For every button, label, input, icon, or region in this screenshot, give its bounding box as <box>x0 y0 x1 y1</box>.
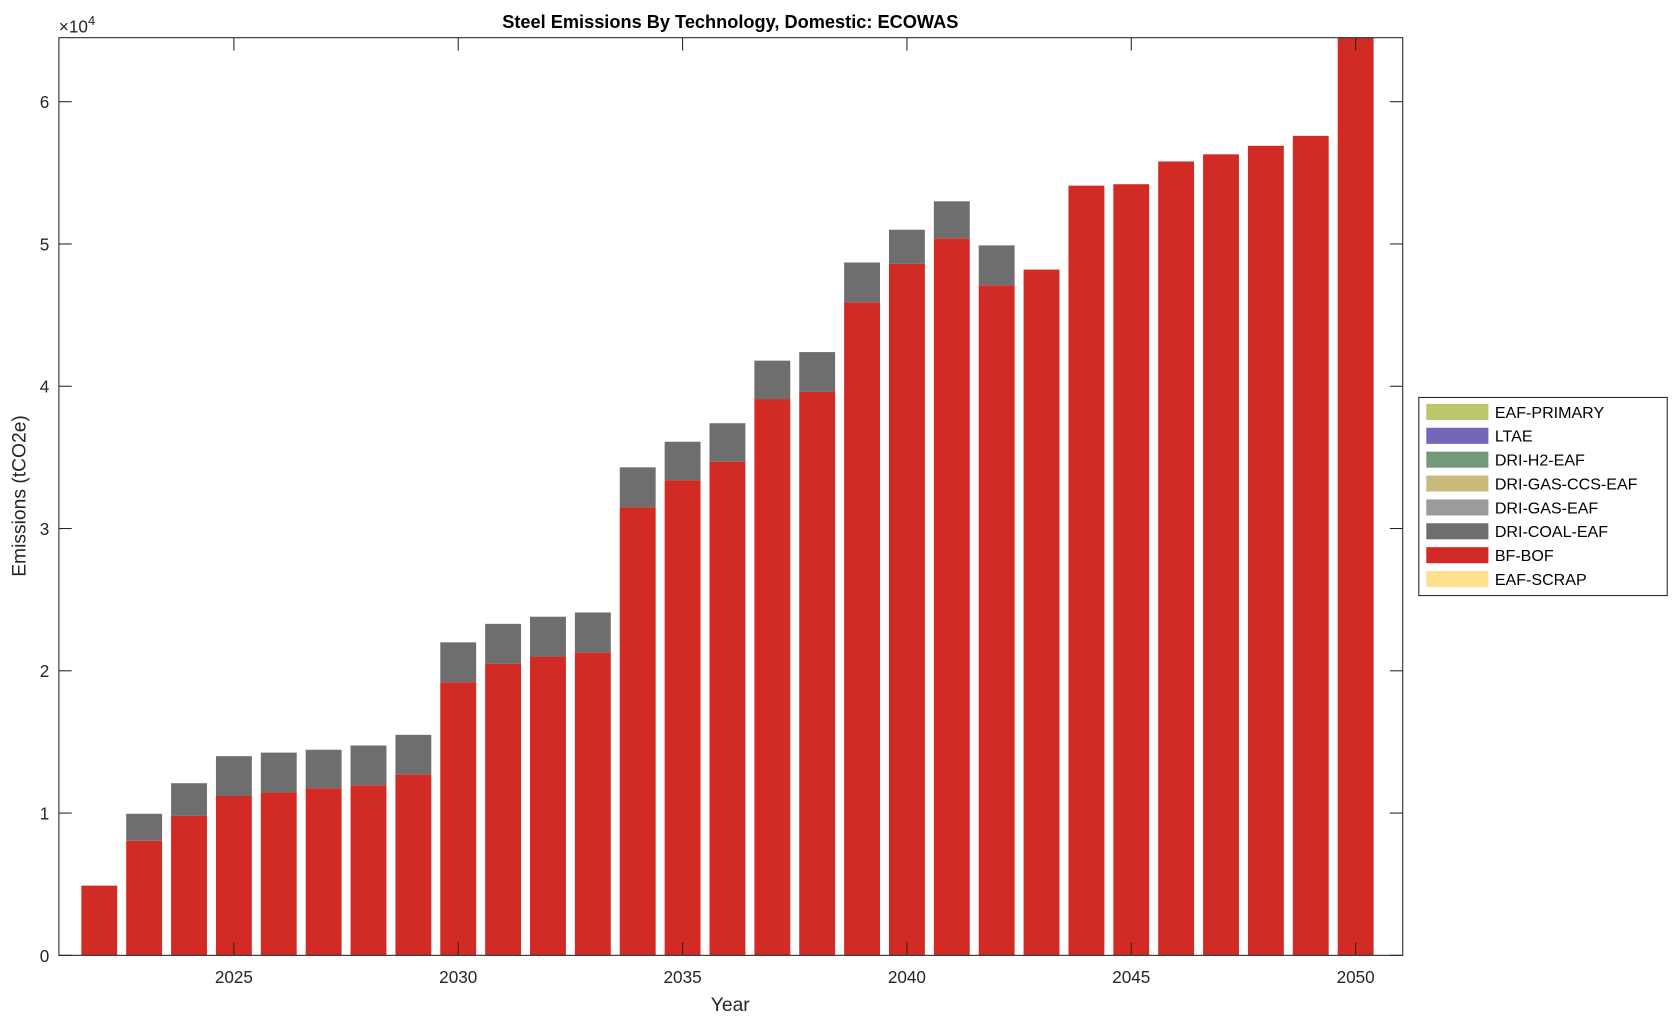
legend-label-dri-gas-eaf: DRI-GAS-EAF <box>1495 499 1599 517</box>
y-tick-label: 0 <box>40 946 50 966</box>
legend-label-eaf-scrap: EAF-SCRAP <box>1495 571 1587 589</box>
bar-bf-bof-2026 <box>260 792 297 956</box>
bar-bf-bof-2041 <box>933 238 970 956</box>
bar-bf-bof-2046 <box>1158 161 1195 956</box>
bar-bf-bof-2049 <box>1292 135 1329 956</box>
bar-bf-bof-2040 <box>888 263 925 956</box>
bar-bf-bof-2023 <box>126 840 163 956</box>
bar-bf-bof-2032 <box>530 656 566 956</box>
x-axis-label: Year <box>711 995 751 1016</box>
legend: EAF-PRIMARY LTAE DRI-H2-EAF DRI-GAS-CCS-EAF… <box>1418 396 1668 597</box>
bar-bf-bof-2036 <box>709 461 746 956</box>
bar-dri-coal-eaf-2034 <box>619 467 656 508</box>
legend-swatch-bf-bof <box>1426 547 1489 564</box>
bar-dri-coal-eaf-2038 <box>799 352 836 392</box>
bar-bf-bof-2030 <box>440 682 477 956</box>
bar-bf-bof-2037 <box>754 399 791 956</box>
bar-dri-coal-eaf-2027 <box>305 749 342 789</box>
bar-bf-bof-2029 <box>395 774 432 956</box>
y-tick-label: 1 <box>40 803 50 823</box>
y-tick-label: 4 <box>40 377 50 397</box>
bar-dri-coal-eaf-2036 <box>709 423 746 462</box>
legend-label-bf-bof: BF-BOF <box>1495 547 1554 565</box>
bar-dri-coal-eaf-2041 <box>933 201 970 239</box>
legend-swatch-dri-h2-eaf <box>1426 451 1489 468</box>
bar-bf-bof-2047 <box>1203 154 1239 956</box>
bar-bf-bof-2035 <box>664 480 701 956</box>
x-tick-label: 2025 <box>215 967 253 987</box>
bar-dri-coal-eaf-2023 <box>126 813 163 841</box>
y-axis-label: Emissions (tCO2e) <box>10 415 31 577</box>
bar-bf-bof-2039 <box>844 302 881 956</box>
bar-dri-coal-eaf-2029 <box>395 734 432 775</box>
bar-dri-coal-eaf-2040 <box>888 229 925 264</box>
bar-bf-bof-2033 <box>574 652 611 956</box>
legend-swatch-eaf-primary <box>1426 403 1489 420</box>
legend-swatch-ltae <box>1426 427 1489 444</box>
bar-bf-bof-2028 <box>350 785 387 956</box>
legend-label-dri-gas-ccs-eaf: DRI-GAS-CCS-EAF <box>1495 475 1638 493</box>
bar-dri-coal-eaf-2033 <box>574 612 611 653</box>
legend-swatch-dri-gas-eaf <box>1426 499 1489 516</box>
y-tick-label: 2 <box>40 661 50 681</box>
y-tick-label: 3 <box>40 519 50 539</box>
bar-bf-bof-2025 <box>215 795 252 956</box>
y-exponent-label: ×104 <box>59 13 95 36</box>
bar-dri-coal-eaf-2039 <box>844 262 881 303</box>
y-tick-label: 5 <box>40 234 50 254</box>
bar-dri-coal-eaf-2042 <box>978 245 1015 286</box>
bar-bf-bof-2042 <box>978 285 1015 956</box>
plot-area-frame <box>58 37 1404 956</box>
bar-dri-coal-eaf-2026 <box>260 752 297 793</box>
bar-dri-coal-eaf-2032 <box>530 616 566 657</box>
x-tick-label: 2050 <box>1337 967 1375 987</box>
legend-swatch-dri-coal-eaf <box>1426 523 1489 540</box>
bar-dri-coal-eaf-2024 <box>171 783 207 816</box>
bar-dri-coal-eaf-2031 <box>485 623 522 664</box>
bar-dri-coal-eaf-2035 <box>664 441 701 481</box>
legend-label-dri-coal-eaf: DRI-COAL-EAF <box>1495 523 1608 541</box>
bar-bf-bof-2034 <box>619 507 656 956</box>
bar-bf-bof-2043 <box>1023 269 1060 956</box>
chart-title: Steel Emissions By Technology, Domestic:… <box>502 12 958 32</box>
legend-frame <box>1418 396 1668 597</box>
legend-label-dri-h2-eaf: DRI-H2-EAF <box>1495 452 1585 470</box>
bar-bf-bof-2038 <box>799 391 836 956</box>
legend-label-ltae: LTAE <box>1495 428 1533 446</box>
bar-bf-bof-2027 <box>305 788 342 956</box>
bar-bf-bof-2048 <box>1247 145 1284 956</box>
y-tick-label: 6 <box>40 92 50 112</box>
legend-swatch-dri-gas-ccs-eaf <box>1426 475 1489 492</box>
bar-bf-bof-2050 <box>1337 37 1374 956</box>
x-tick-label: 2035 <box>664 967 702 987</box>
bars-group <box>81 37 1374 956</box>
bar-bf-bof-2022 <box>81 885 118 956</box>
axis-ticks: 2025 2030 2035 2040 2045 2050 0 1 2 3 4 5 6 <box>40 37 1403 987</box>
bar-dri-coal-eaf-2037 <box>754 360 791 400</box>
bar-dri-coal-eaf-2028 <box>350 745 387 786</box>
bar-dri-coal-eaf-2030 <box>440 642 477 683</box>
bar-bf-bof-2045 <box>1113 184 1150 956</box>
bar-dri-coal-eaf-2025 <box>215 756 252 796</box>
legend-swatch-eaf-scrap <box>1426 571 1489 588</box>
bar-bf-bof-2024 <box>171 815 207 956</box>
x-tick-label: 2045 <box>1112 967 1150 987</box>
x-tick-label: 2040 <box>888 967 926 987</box>
bar-bf-bof-2044 <box>1068 185 1105 956</box>
x-tick-label: 2030 <box>439 967 477 987</box>
bar-bf-bof-2031 <box>485 663 522 956</box>
legend-label-eaf-primary: EAF-PRIMARY <box>1495 404 1605 422</box>
